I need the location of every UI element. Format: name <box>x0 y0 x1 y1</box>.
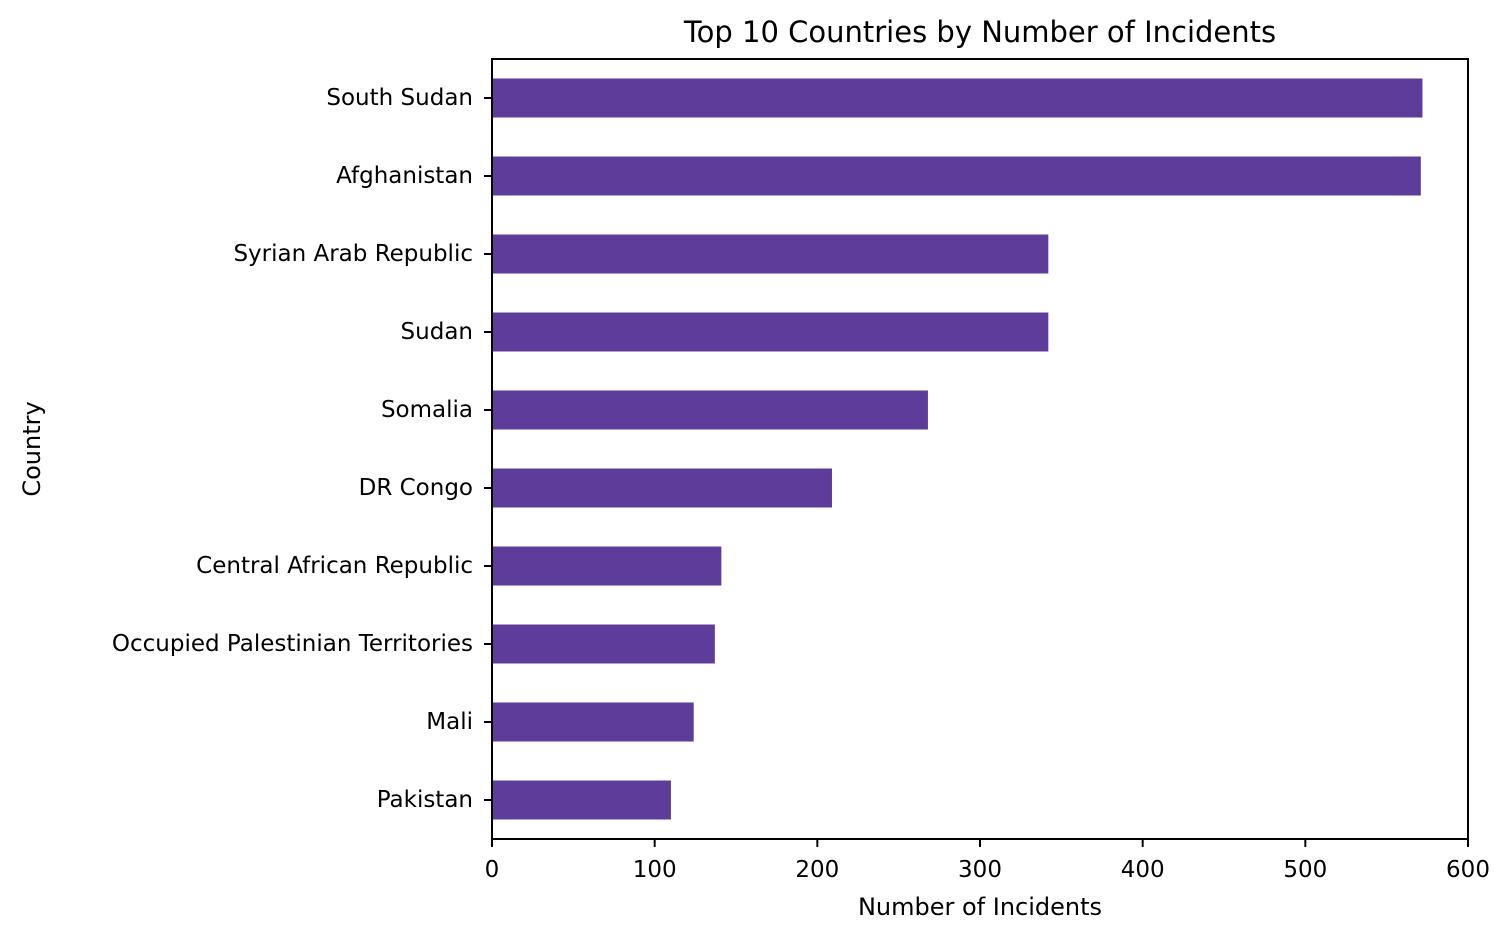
y-axis-label: Country <box>18 401 46 496</box>
x-axis-ticks: 0 100 200 300 400 500 600 <box>485 839 1490 883</box>
plot-frame <box>491 58 1469 840</box>
x-tick-label: 600 <box>1446 857 1490 883</box>
x-tick-label: 300 <box>958 857 1002 883</box>
bar <box>492 468 832 508</box>
bar <box>492 390 928 430</box>
bar <box>492 624 715 664</box>
y-tick-label: Pakistan <box>377 787 473 813</box>
x-tick-label: 500 <box>1283 857 1327 883</box>
bar <box>492 156 1421 196</box>
y-tick-label: Sudan <box>401 319 473 345</box>
y-tick-label: South Sudan <box>326 85 473 111</box>
bar <box>492 312 1049 352</box>
y-axis-ticks: South Sudan Afghanistan Syrian Arab Republ… <box>112 85 492 813</box>
x-axis-label: Number of Incidents <box>858 893 1102 921</box>
bar <box>492 546 722 586</box>
x-tick-label: 400 <box>1121 857 1165 883</box>
bar <box>492 234 1049 274</box>
x-tick-label: 200 <box>795 857 839 883</box>
x-tick-label: 0 <box>485 857 500 883</box>
bar <box>492 780 671 820</box>
bars-group <box>492 78 1423 820</box>
y-tick-label: Occupied Palestinian Territories <box>112 631 473 657</box>
y-tick-label: Somalia <box>381 397 473 423</box>
bar <box>492 702 694 742</box>
y-tick-label: Syrian Arab Republic <box>233 241 473 267</box>
bar <box>492 78 1423 118</box>
y-tick-label: Central African Republic <box>196 553 473 579</box>
chart-title: Top 10 Countries by Number of Incidents <box>683 15 1276 49</box>
x-tick-label: 100 <box>633 857 677 883</box>
y-tick-label: Mali <box>426 709 473 735</box>
y-tick-label: DR Congo <box>359 475 473 501</box>
y-tick-label: Afghanistan <box>336 163 473 189</box>
